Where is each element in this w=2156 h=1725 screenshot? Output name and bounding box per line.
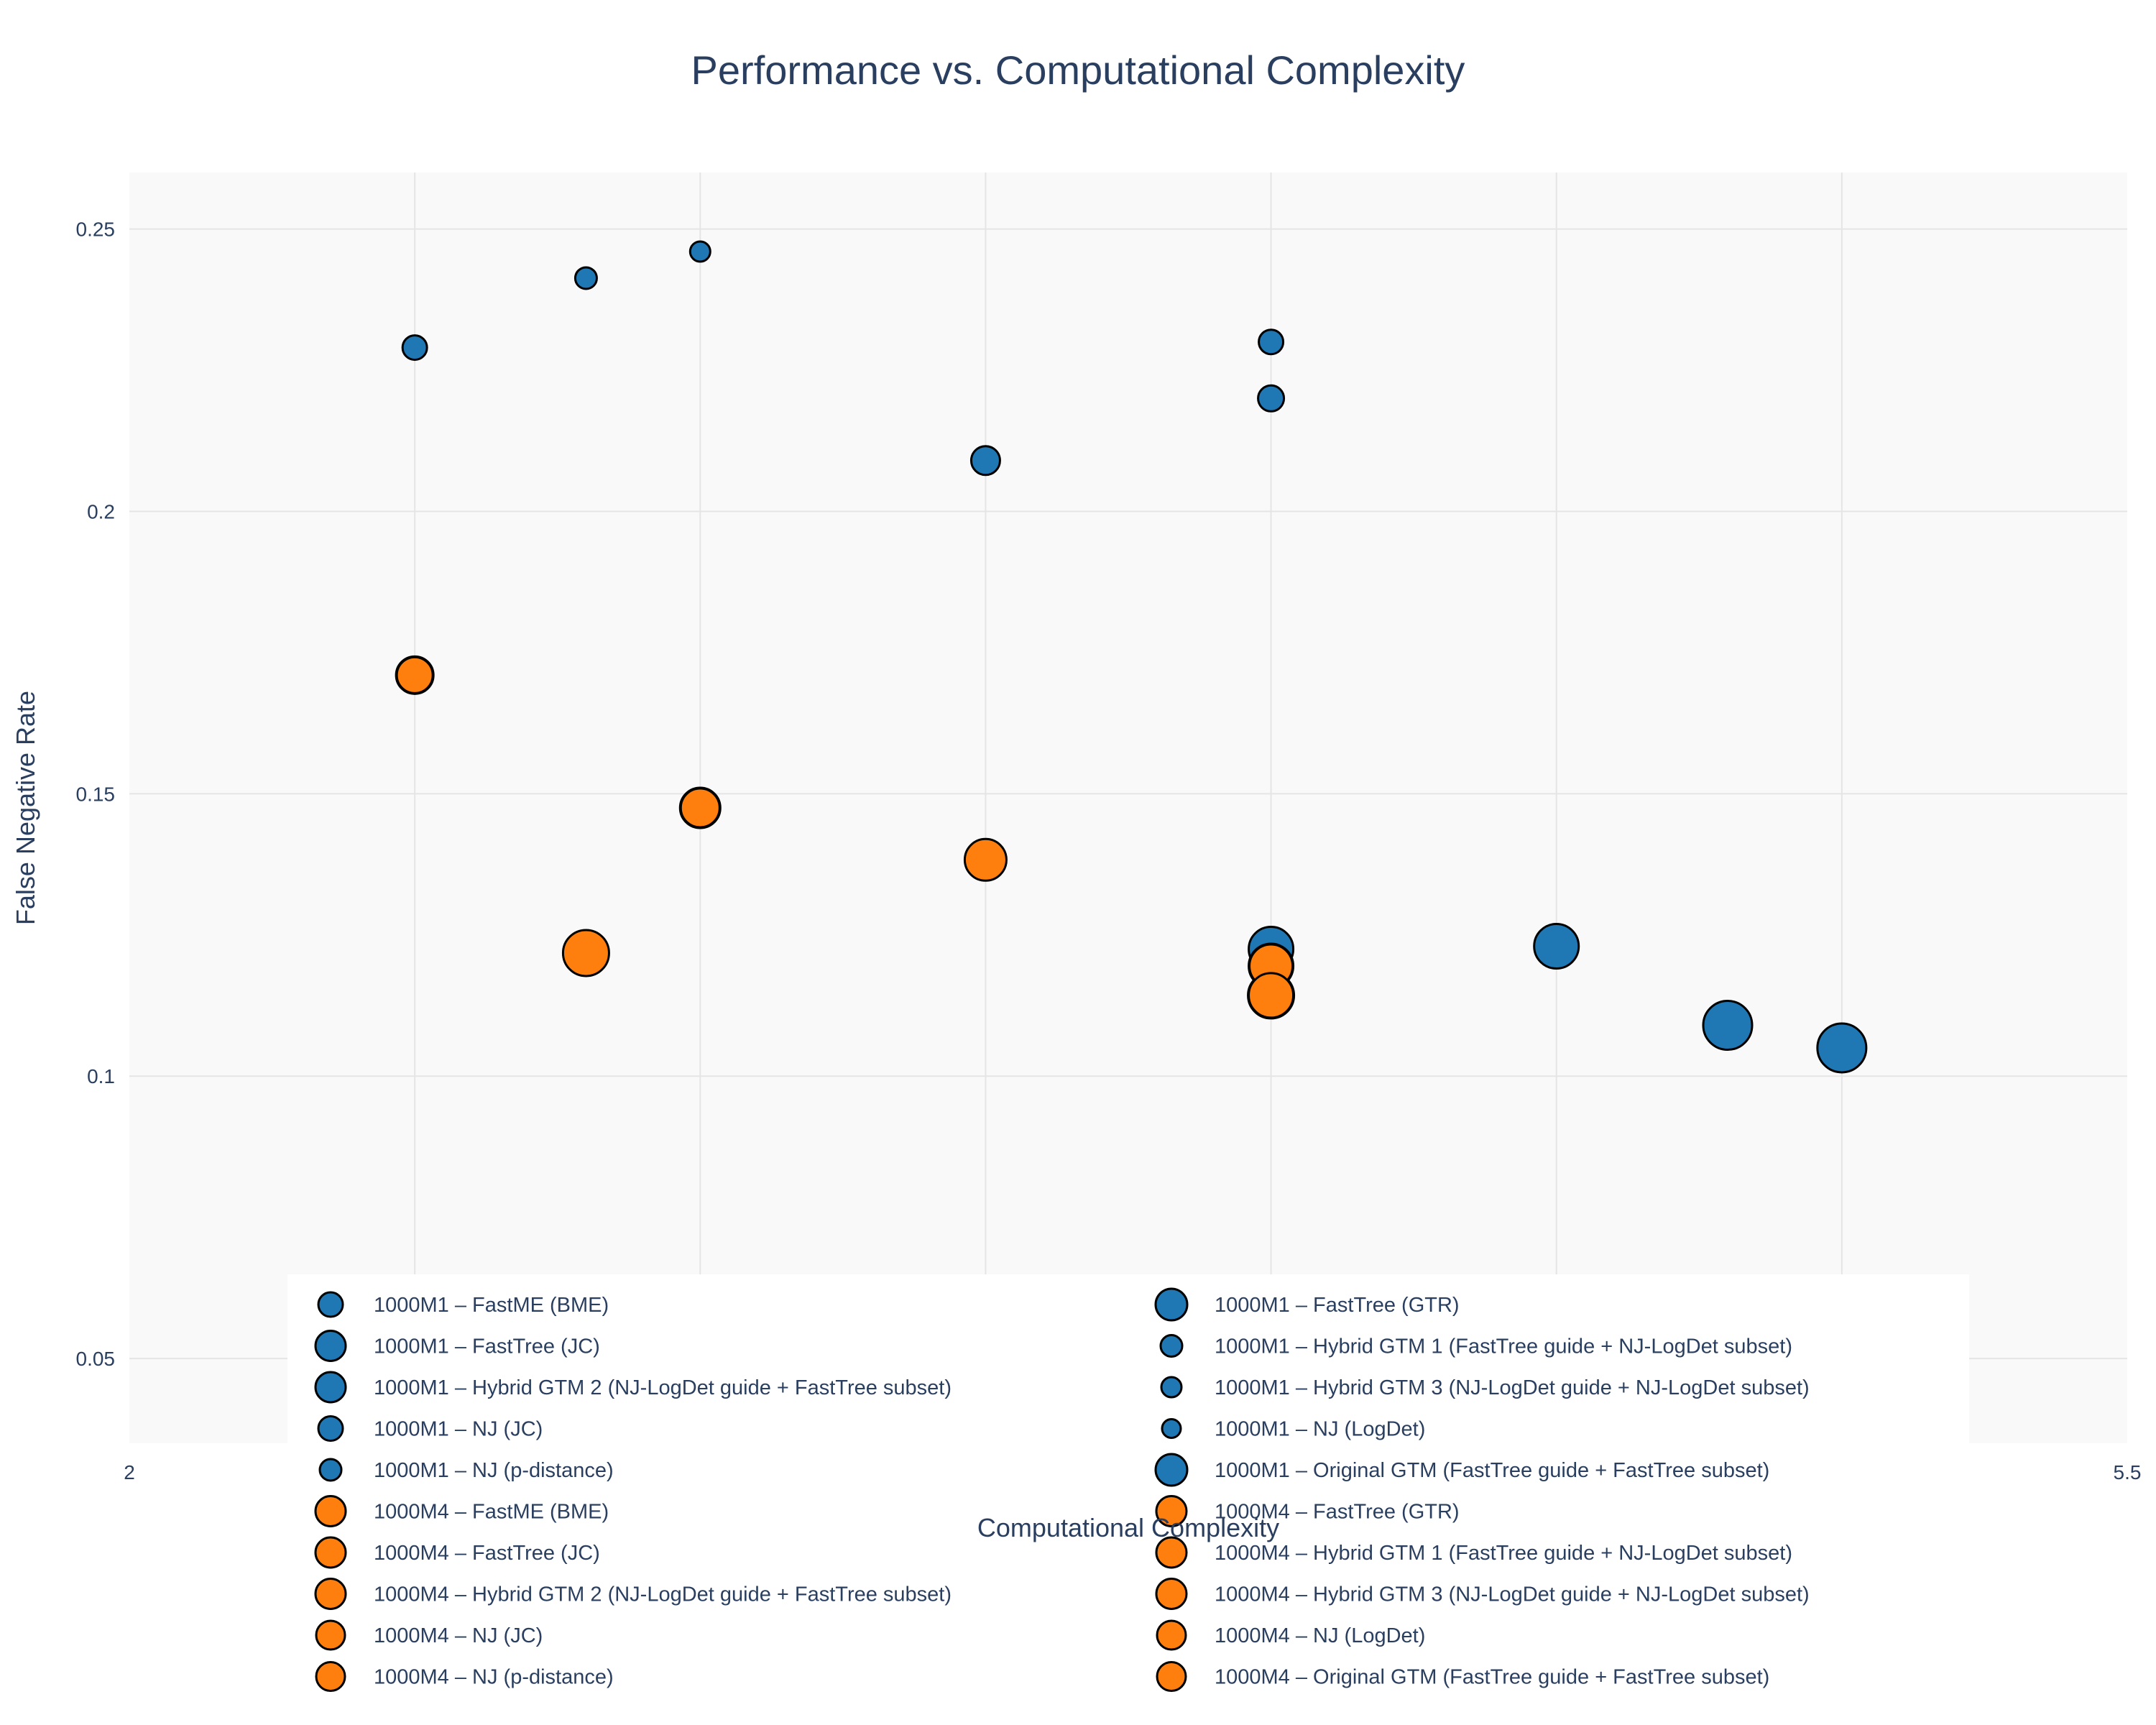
legend-item-label: 1000M1 – NJ (LogDet) [1215, 1418, 1425, 1441]
data-point [963, 837, 1008, 882]
y-tick-label: 0.25 [76, 218, 116, 241]
legend-background [287, 1274, 1969, 1698]
legend-marker [1156, 1661, 1187, 1692]
legend-item-label: 1000M1 – Original GTM (FastTree guide + … [1215, 1459, 1769, 1482]
legend-marker [314, 1330, 347, 1362]
legend-marker [1154, 1287, 1189, 1322]
y-tick-label: 0.15 [76, 783, 116, 805]
legend-marker [317, 1291, 344, 1318]
legend-item-label: 1000M4 – Hybrid GTM 3 (NJ-LogDet guide +… [1215, 1583, 1810, 1606]
plot-background [129, 172, 2127, 1443]
legend-marker [315, 1619, 346, 1651]
legend-marker [1161, 1418, 1182, 1439]
x-tick-label: 5.5 [2114, 1461, 2142, 1484]
legend-item-label: 1000M4 – Hybrid GTM 1 (FastTree guide + … [1215, 1542, 1792, 1565]
legend-item-label: 1000M1 – NJ (p-distance) [374, 1459, 614, 1482]
legend-marker [315, 1661, 346, 1692]
legend-item-label: 1000M1 – NJ (JC) [374, 1418, 543, 1441]
legend-item-label: 1000M4 – NJ (JC) [374, 1624, 543, 1647]
legend-item-label: 1000M1 – FastTree (GTR) [1215, 1294, 1460, 1317]
tick-labels: 0.05 0.1 0.15 0.2 0.25 2 5.5 [76, 218, 2142, 1484]
legend-marker [314, 1536, 347, 1569]
legend-marker [314, 1578, 347, 1610]
legend-item-label: 1000M4 – Hybrid GTM 2 (NJ-LogDet guide +… [374, 1583, 952, 1606]
legend-item-label: 1000M4 – FastTree (JC) [374, 1542, 600, 1565]
y-tick-label: 0.1 [87, 1065, 115, 1087]
legend-item-label: 1000M1 – Hybrid GTM 3 (NJ-LogDet guide +… [1215, 1376, 1810, 1399]
data-point [1816, 1022, 1868, 1074]
y-tick-label: 0.05 [76, 1348, 116, 1370]
legend-item-label: 1000M4 – NJ (LogDet) [1215, 1624, 1425, 1647]
legend-item-label: 1000M4 – Original GTM (FastTree guide + … [1215, 1666, 1769, 1689]
data-point [573, 266, 598, 290]
x-tick-label: 2 [124, 1461, 135, 1484]
legend-marker [1155, 1536, 1188, 1569]
legend-marker [314, 1495, 347, 1527]
legend-item-label: 1000M1 – Hybrid GTM 2 (NJ-LogDet guide +… [374, 1376, 952, 1399]
data-point [1257, 384, 1286, 413]
legend-marker [314, 1371, 347, 1404]
legend-item-label: 1000M1 – FastTree (JC) [374, 1335, 600, 1358]
data-point [679, 787, 721, 829]
legend-marker [1159, 1334, 1184, 1358]
legend-item-label: 1000M1 – Hybrid GTM 1 (FastTree guide + … [1215, 1335, 1792, 1358]
chart-title: Performance vs. Computational Complexity [691, 47, 1465, 93]
legend-marker [1156, 1619, 1187, 1651]
legend-marker [1155, 1578, 1188, 1610]
data-point [395, 656, 434, 694]
legend-marker [1154, 1453, 1189, 1487]
x-axis-title: Computational Complexity [977, 1513, 1279, 1542]
data-point [969, 445, 1001, 477]
legend-marker [318, 1458, 343, 1482]
data-point [1702, 1000, 1754, 1052]
data-points [395, 240, 1868, 1074]
data-point [688, 240, 711, 263]
y-axis-title: False Negative Rate [11, 691, 40, 925]
legend-marker [1160, 1376, 1183, 1399]
legend-item-label: 1000M1 – FastME (BME) [374, 1294, 609, 1317]
y-tick-label: 0.2 [87, 500, 115, 523]
data-point [1258, 328, 1285, 356]
legend: 1000M1 – FastME (BME) 1000M1 – FastTree (… [287, 1274, 1969, 1698]
legend-marker [317, 1415, 344, 1442]
data-point [561, 929, 610, 978]
legend-item-label: 1000M4 – FastTree (GTR) [1215, 1501, 1460, 1524]
data-point [401, 334, 428, 362]
legend-item-label: 1000M4 – FastME (BME) [374, 1501, 609, 1524]
legend-marker [1155, 1495, 1188, 1527]
data-point [1248, 972, 1295, 1019]
data-point [1533, 923, 1580, 970]
legend-item-label: 1000M4 – NJ (p-distance) [374, 1666, 614, 1689]
